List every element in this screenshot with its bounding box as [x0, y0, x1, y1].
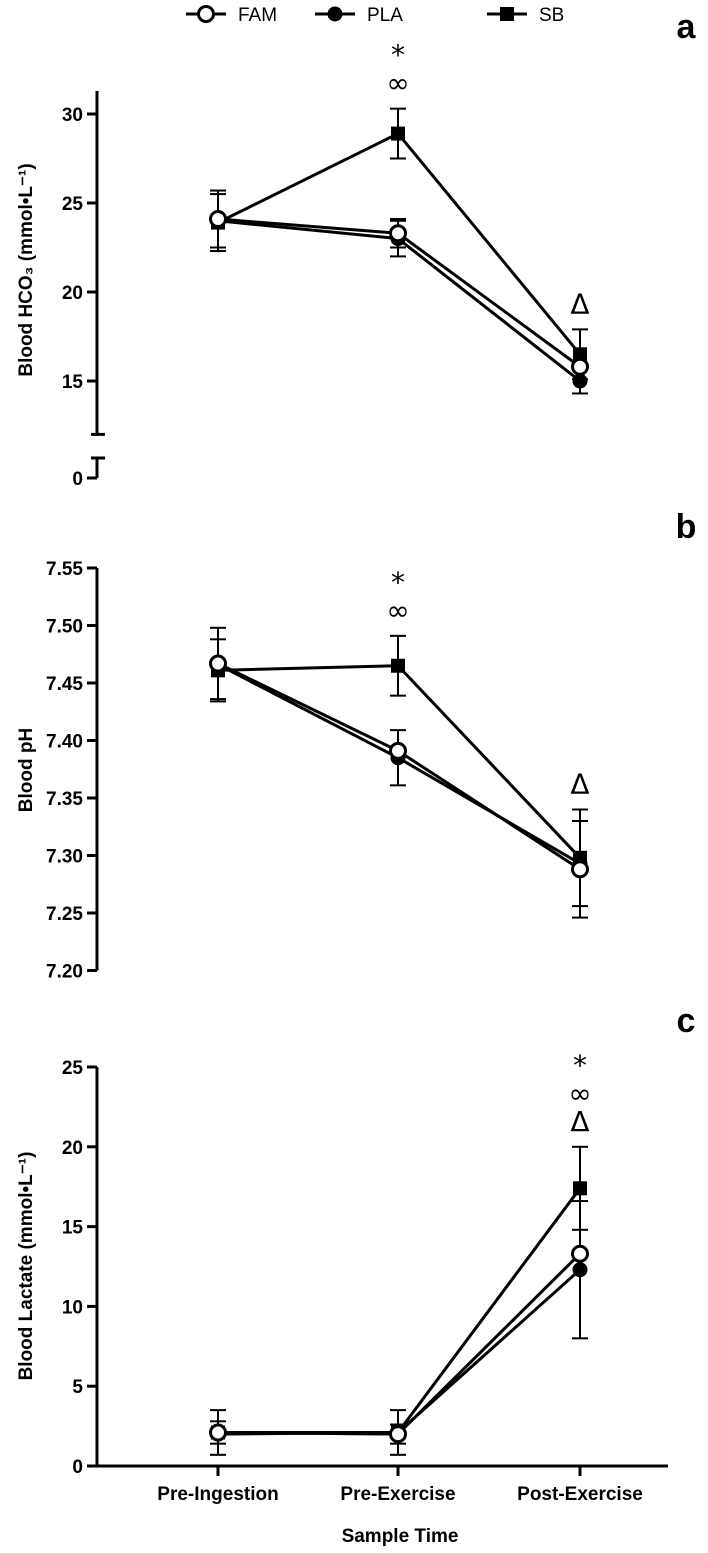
legend-item-fam: FAM — [186, 5, 277, 26]
y-tick-label-a-20: 20 — [62, 283, 83, 304]
panel-letter-c: c — [677, 1002, 696, 1040]
point-b-fam-2 — [571, 860, 589, 879]
annotation-a-post-exercise-0: Δ — [570, 287, 589, 320]
y-tick-label-b-7-20: 7.20 — [46, 962, 83, 983]
y-tick-label-b-7-50: 7.50 — [46, 617, 83, 638]
y-axis-title-a: Blood HCO₃ (mmol•L⁻¹) — [16, 163, 37, 376]
point-a-sb-1 — [391, 126, 405, 141]
legend-label-sb: SB — [539, 5, 564, 26]
y-tick-label-a-30: 30 — [62, 105, 83, 126]
point-b-fam-1 — [389, 741, 407, 760]
legend-label-fam: FAM — [238, 5, 277, 26]
panel-letter-a: a — [677, 8, 697, 46]
legend-label-pla: PLA — [367, 5, 403, 26]
legend-marker-sb — [500, 7, 514, 21]
y-axis-title-b: Blood pH — [16, 728, 37, 812]
y-axis-title-c: Blood Lactate (mmol•L⁻¹) — [16, 1152, 37, 1381]
y-tick-label-c-5: 5 — [72, 1377, 83, 1398]
panel-letter-b: b — [676, 508, 697, 546]
y-tick-label-a-15: 15 — [62, 372, 84, 393]
x-tick-label-post-exercise: Post-Exercise — [517, 1484, 643, 1505]
y-tick-label-b-7-45: 7.45 — [46, 674, 83, 695]
point-a-sb-2 — [573, 347, 587, 362]
y-tick-label-b-7-55: 7.55 — [46, 559, 83, 580]
y-tick-label-c-15: 15 — [62, 1218, 84, 1239]
y-tick-label-c-0: 0 — [72, 1457, 83, 1478]
y-tick-label-c-20: 20 — [62, 1138, 83, 1159]
series-line-c-fam — [217, 1252, 582, 1436]
point-a-fam-1 — [389, 224, 407, 243]
x-axis-title: Sample Time — [342, 1526, 459, 1547]
annotation-b-post-exercise-0: Δ — [570, 768, 589, 801]
legend-item-pla: PLA — [315, 5, 403, 26]
legend-item-sb: SB — [487, 5, 564, 26]
y-tick-label-c-10: 10 — [62, 1297, 83, 1318]
point-a-pla-2 — [572, 373, 588, 389]
y-tick-label-a-0: 0 — [72, 469, 83, 490]
annotation-b-pre-exercise-0: ∞ — [386, 594, 409, 627]
y-tick-label-b-7-35: 7.35 — [46, 789, 83, 810]
panel-b: b 7.20 7.25 7.30 7.35 7.40 7.45 7.50 7.55 Blood p… — [16, 508, 696, 983]
legend-marker-fam — [197, 5, 215, 23]
x-tick-label-pre-ingestion: Pre-Ingestion — [157, 1484, 278, 1505]
annotation-c-post-exercise-1: ∞ — [568, 1077, 591, 1110]
annotation-b-pre-exercise-1: * — [391, 566, 405, 599]
point-c-pla-2 — [572, 1262, 588, 1278]
point-c-fam-2 — [571, 1244, 589, 1263]
x-tick-label-pre-exercise: Pre-Exercise — [340, 1484, 455, 1505]
y-tick-label-a-25: 25 — [62, 194, 84, 215]
y-tick-label-b-7-25: 7.25 — [46, 904, 83, 925]
point-a-fam-2 — [571, 357, 589, 376]
annotation-a-pre-exercise-1: * — [391, 39, 405, 72]
y-tick-label-b-7-30: 7.30 — [46, 847, 83, 868]
y-tick-label-b-7-40: 7.40 — [46, 732, 83, 753]
point-c-sb-2 — [573, 1181, 587, 1196]
y-tick-label-c-25: 25 — [62, 1058, 84, 1079]
annotation-c-post-exercise-2: * — [573, 1049, 587, 1082]
panel-c: c 0 5 10 15 20 25 Blood Lactate (mmol•L⁻¹) Pre-I… — [16, 1002, 695, 1505]
point-c-fam-0 — [209, 1423, 227, 1442]
point-c-fam-1 — [389, 1425, 407, 1444]
annotation-a-pre-exercise-0: ∞ — [386, 67, 409, 100]
series-line-c-sb — [218, 1187, 582, 1434]
point-b-fam-0 — [209, 654, 227, 673]
legend-marker-pla — [327, 6, 343, 22]
point-b-sb-1 — [391, 658, 405, 673]
legend: FAM PLA SB — [186, 5, 564, 26]
panel-a: a 0 15 20 25 30 Blood HCO₃ (mmol•L⁻¹) ∞* Δ — [16, 8, 697, 490]
annotation-c-post-exercise-0: Δ — [570, 1105, 589, 1138]
point-a-fam-0 — [209, 210, 227, 229]
